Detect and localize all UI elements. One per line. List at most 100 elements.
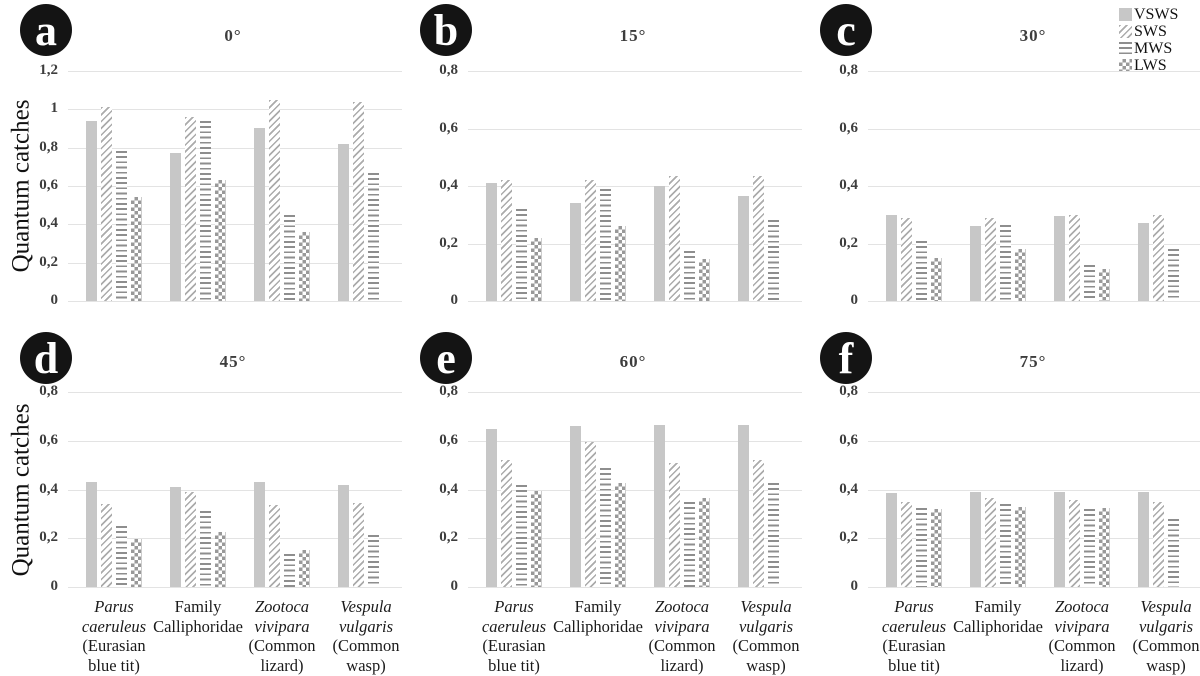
bar-lws <box>1099 508 1110 587</box>
y-tick-label: 0,2 <box>439 235 458 251</box>
bar-sws <box>1069 500 1080 587</box>
x-category-label-line: Vespula <box>740 597 792 616</box>
gridline <box>68 186 402 187</box>
x-category-label-parus: Parus caeruleus (Eurasian blue tit) <box>847 597 981 675</box>
bar-sws <box>669 463 680 587</box>
bar-vsws <box>170 487 181 587</box>
x-category-label-line: Zootoca <box>254 597 310 616</box>
bar-lws <box>1015 249 1026 301</box>
bar-mws <box>916 508 927 587</box>
gridline <box>68 392 402 393</box>
y-tick-label: 0,4 <box>39 215 58 231</box>
bar-vsws <box>970 226 981 301</box>
bar-lws <box>615 483 626 587</box>
x-category-label-zootoca: Zootoca vivipara (Common lizard) <box>215 597 349 675</box>
gridline <box>868 244 1200 245</box>
bar-group-calliphoridae <box>570 71 630 301</box>
y-tick-label: 0,8 <box>39 139 58 155</box>
gridline <box>468 71 802 72</box>
x-category-label-line: Parus <box>494 597 534 616</box>
legend-swatch-lws-icon <box>1119 59 1132 72</box>
x-category-label-parus: Parus caeruleus (Eurasian blue tit) <box>47 597 181 675</box>
gridline <box>868 441 1200 442</box>
x-category-label-calliphoridae: Family Calliphoridae <box>531 597 665 636</box>
panel-letter-badge-c: c <box>820 4 872 56</box>
legend-swatch-sws-icon <box>1119 25 1132 38</box>
x-category-label-line: (Eurasian <box>82 636 146 655</box>
bar-group-zootoca <box>1054 71 1114 301</box>
x-category-label-parus: Parus caeruleus (Eurasian blue tit) <box>447 597 581 675</box>
x-category-label-line: Parus <box>894 597 934 616</box>
legend: VSWS SWS MWS LWS <box>1119 6 1178 74</box>
gridline <box>468 186 802 187</box>
gridline <box>468 301 802 302</box>
gridline <box>68 148 402 149</box>
bar-sws <box>269 505 280 587</box>
gridline <box>468 587 802 588</box>
bar-vsws <box>738 425 749 587</box>
x-category-label-line: vivipara <box>254 616 310 636</box>
x-category-label-line: vivipara <box>654 616 710 636</box>
bar-vsws <box>254 482 265 587</box>
bar-group-parus <box>486 71 546 301</box>
bar-vsws <box>654 425 665 587</box>
bar-vsws <box>170 153 181 301</box>
gridline <box>68 71 402 72</box>
bar-vsws <box>486 183 497 301</box>
gridline <box>68 538 402 539</box>
bar-vsws <box>1138 223 1149 301</box>
panel-letter-badge-d: d <box>20 332 72 384</box>
x-category-label-line: caeruleus <box>481 616 547 636</box>
y-tick-label: 1,2 <box>39 62 58 78</box>
gridline <box>468 441 802 442</box>
panel-d: d 45° 0 0,2 0,4 0,6 0,8 Parus caeruleus (Eurasian… <box>0 330 402 676</box>
x-category-label-line: Parus <box>94 597 134 616</box>
x-category-label-line: vulgaris <box>1138 616 1194 636</box>
legend-item-vsws: VSWS <box>1119 6 1178 23</box>
gridline <box>68 587 402 588</box>
bar-mws <box>600 468 611 587</box>
bar-group-zootoca <box>654 392 714 587</box>
y-tick-label: 0,6 <box>439 432 458 448</box>
bar-sws <box>101 107 112 301</box>
gridline <box>468 129 802 130</box>
bar-lws <box>1099 269 1110 301</box>
x-category-label-line: (Common <box>732 636 800 655</box>
bar-mws <box>1000 225 1011 301</box>
panel-title-b: 15° <box>619 26 647 45</box>
bar-sws <box>101 504 112 587</box>
bar-group-vespula <box>1138 71 1198 301</box>
bar-mws <box>200 511 211 587</box>
bar-sws <box>1069 215 1080 301</box>
gridline <box>468 490 802 491</box>
bar-vsws <box>654 186 665 301</box>
x-category-label-line: (Common <box>248 636 316 655</box>
x-category-label-line: wasp) <box>746 655 786 675</box>
bar-sws <box>585 442 596 587</box>
y-tick-label: 0,6 <box>839 432 858 448</box>
gridline <box>868 538 1200 539</box>
bar-sws <box>185 492 196 587</box>
gridline <box>868 71 1200 72</box>
x-category-label-line: lizard) <box>260 655 304 675</box>
bar-mws <box>1084 265 1095 301</box>
y-tick-label: 0,2 <box>839 529 858 545</box>
x-category-label-line: Calliphoridae <box>153 616 243 636</box>
bar-group-zootoca <box>254 71 314 301</box>
bar-lws <box>531 491 542 587</box>
bar-mws <box>1168 519 1179 587</box>
bar-group-parus <box>886 392 946 587</box>
x-category-label-line: blue tit) <box>488 655 540 675</box>
y-tick-label: 0,6 <box>39 432 58 448</box>
x-category-label-line: wasp) <box>346 655 386 675</box>
bar-group-vespula <box>738 71 798 301</box>
y-tick-label: 0 <box>450 292 459 308</box>
bar-sws <box>1153 502 1164 587</box>
x-category-label-line: Family <box>974 597 1022 616</box>
y-tick-label: 0,4 <box>39 481 58 497</box>
legend-label: VSWS <box>1134 6 1179 23</box>
x-category-label-line: blue tit) <box>88 655 140 675</box>
bar-mws <box>916 241 927 301</box>
bar-mws <box>116 151 127 301</box>
